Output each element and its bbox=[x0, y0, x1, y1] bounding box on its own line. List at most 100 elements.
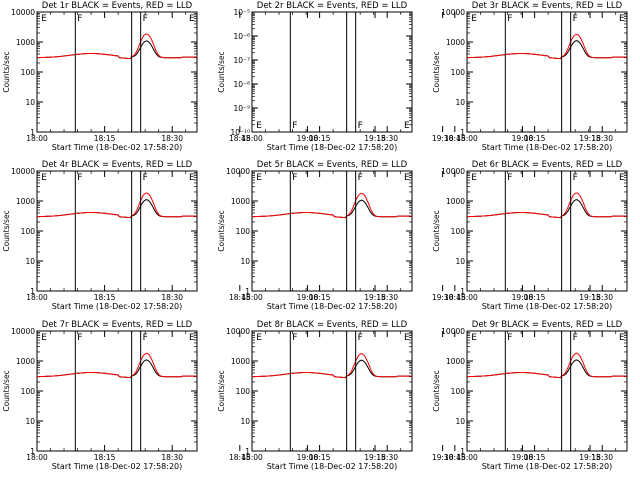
x-tick-label: 18:30 bbox=[591, 293, 613, 302]
plot-frame bbox=[251, 170, 413, 292]
x-tick-label: 18:45 bbox=[229, 453, 251, 462]
vertical-marker-label: E bbox=[619, 14, 625, 24]
plot-frame bbox=[251, 11, 413, 133]
y-tick-label: 10 bbox=[240, 257, 250, 266]
lld-series-line bbox=[467, 192, 627, 218]
y-tick-label: 10 bbox=[455, 257, 465, 266]
vertical-marker-label: E bbox=[189, 14, 195, 24]
x-tick-label: 19:30 bbox=[432, 293, 454, 302]
y-tick-label: 1000 bbox=[16, 197, 35, 206]
vertical-marker-label: E bbox=[41, 333, 47, 343]
x-tick-label: 18:30 bbox=[161, 293, 183, 302]
x-tick-label: 18:45 bbox=[444, 453, 466, 462]
y-tick-label: 10 bbox=[240, 417, 250, 426]
y-tick-label: 10 bbox=[25, 98, 35, 107]
panel-title: Det 3r BLACK = Events, RED = LLD bbox=[472, 1, 623, 11]
y-tick-label: 1 bbox=[460, 447, 465, 456]
y-axis-label: Counts/sec bbox=[217, 51, 226, 92]
x-tick-label: 18:00 bbox=[26, 453, 48, 462]
x-tick-label: 19:15 bbox=[364, 134, 386, 143]
x-tick-label: 18:00 bbox=[241, 293, 263, 302]
x-tick-label: 18:15 bbox=[524, 453, 546, 462]
vertical-marker-label: F bbox=[358, 121, 363, 131]
x-axis-label: Start Time (18-Dec-02 17:58:20) bbox=[482, 302, 613, 311]
y-tick-label: 10000 bbox=[11, 327, 35, 336]
detector-panel: Det 3r BLACK = Events, RED = LLD 1 10 100 10… bbox=[432, 1, 628, 152]
y-tick-label: 100 bbox=[236, 227, 251, 236]
y-tick-label: 100 bbox=[21, 68, 36, 77]
y-tick-label: 1000 bbox=[16, 38, 35, 47]
y-tick-label: 1000 bbox=[16, 357, 35, 366]
y-axis-label: Counts/sec bbox=[2, 210, 11, 251]
x-tick-label: 19:15 bbox=[364, 453, 386, 462]
x-axis-label: Start Time (18-Dec-02 17:58:20) bbox=[52, 462, 183, 471]
vertical-marker-label: F bbox=[292, 173, 297, 183]
y-tick-label: 100 bbox=[451, 227, 466, 236]
panel-title: Det 4r BLACK = Events, RED = LLD bbox=[42, 160, 193, 170]
vertical-marker-label: E bbox=[189, 333, 195, 343]
vertical-marker-label: E bbox=[41, 14, 47, 24]
x-tick-label: 18:00 bbox=[241, 134, 263, 143]
y-tick-label: 10 bbox=[25, 417, 35, 426]
y-tick-label: 10⁻⁵ bbox=[233, 8, 250, 17]
vertical-marker-label: F bbox=[77, 333, 82, 343]
x-tick-label: 18:00 bbox=[456, 293, 478, 302]
vertical-marker-label: F bbox=[507, 14, 512, 24]
y-tick-label: 10 bbox=[455, 98, 465, 107]
y-tick-label: 10⁻⁷ bbox=[233, 56, 250, 65]
y-tick-label: 1000 bbox=[446, 38, 465, 47]
y-tick-label: 10 bbox=[455, 417, 465, 426]
panel-title: Det 7r BLACK = Events, RED = LLD bbox=[42, 320, 193, 330]
y-tick-label: 100 bbox=[451, 68, 466, 77]
y-tick-label: 1 bbox=[30, 447, 35, 456]
x-tick-label: 19:00 bbox=[512, 134, 534, 143]
vertical-marker-label: F bbox=[77, 14, 82, 24]
x-axis-label: Start Time (18-Dec-02 17:58:20) bbox=[267, 302, 398, 311]
panel-title: Det 1r BLACK = Events, RED = LLD bbox=[42, 1, 193, 11]
vertical-marker-label: F bbox=[143, 14, 148, 24]
y-tick-label: 10 bbox=[25, 257, 35, 266]
plot-frame bbox=[36, 170, 198, 292]
vertical-marker-label: F bbox=[143, 173, 148, 183]
vertical-marker-label: E bbox=[404, 121, 410, 131]
vertical-marker-label: F bbox=[77, 173, 82, 183]
y-tick-label: 10⁻⁹ bbox=[233, 104, 250, 113]
x-tick-label: 18:00 bbox=[26, 134, 48, 143]
y-tick-label: 10⁻⁸ bbox=[233, 80, 250, 89]
x-tick-label: 19:15 bbox=[579, 293, 601, 302]
y-tick-label: 10000 bbox=[11, 8, 35, 17]
vertical-marker-label: F bbox=[292, 121, 297, 131]
plot-frame bbox=[251, 330, 413, 452]
panel-title: Det 9r BLACK = Events, RED = LLD bbox=[472, 320, 623, 330]
vertical-marker-label: F bbox=[292, 333, 297, 343]
vertical-marker-label: E bbox=[256, 333, 262, 343]
y-tick-label: 1 bbox=[245, 447, 250, 456]
plot-frame bbox=[36, 330, 198, 452]
detector-panel: Det 4r BLACK = Events, RED = LLD 1 10 100 10… bbox=[2, 160, 454, 311]
x-tick-label: 18:15 bbox=[94, 293, 116, 302]
vertical-marker-label: F bbox=[507, 173, 512, 183]
y-tick-label: 10000 bbox=[226, 167, 250, 176]
panel-title: Det 2r BLACK = Events, RED = LLD bbox=[257, 1, 408, 11]
y-axis-label: Counts/sec bbox=[2, 370, 11, 411]
y-tick-label: 100 bbox=[21, 387, 36, 396]
x-tick-label: 18:00 bbox=[26, 293, 48, 302]
y-axis-label: Counts/sec bbox=[217, 370, 226, 411]
detector-panel: Det 5r BLACK = Events, RED = LLD 1 10 100 10… bbox=[217, 160, 601, 311]
x-tick-label: 18:15 bbox=[94, 453, 116, 462]
x-tick-label: 19:15 bbox=[579, 453, 601, 462]
x-tick-label: 19:15 bbox=[579, 134, 601, 143]
x-tick-label: 18:30 bbox=[376, 453, 398, 462]
vertical-marker-label: F bbox=[573, 333, 578, 343]
vertical-marker-label: E bbox=[404, 173, 410, 183]
vertical-marker-label: E bbox=[471, 173, 477, 183]
x-tick-label: 18:30 bbox=[376, 134, 398, 143]
y-tick-label: 10⁻⁶ bbox=[233, 32, 250, 41]
y-tick-label: 1000 bbox=[446, 197, 465, 206]
detector-panel: Det 6r BLACK = Events, RED = LLD 1 10 100 10… bbox=[432, 160, 628, 311]
x-tick-label: 18:45 bbox=[444, 293, 466, 302]
x-tick-label: 18:00 bbox=[241, 453, 263, 462]
y-tick-label: 10000 bbox=[226, 327, 250, 336]
x-tick-label: 19:00 bbox=[512, 453, 534, 462]
